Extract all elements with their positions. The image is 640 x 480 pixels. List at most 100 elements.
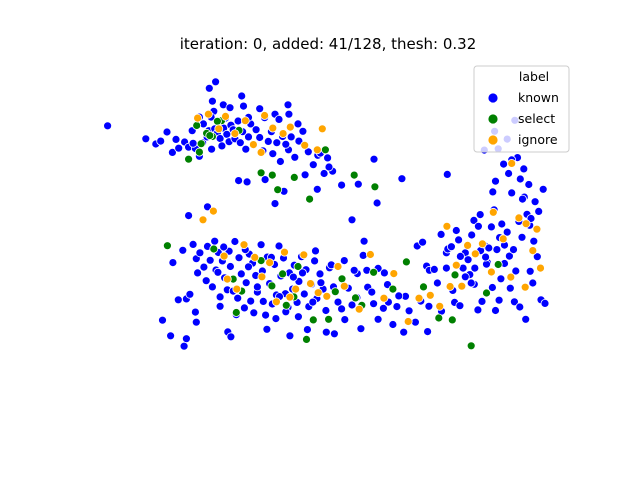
point-known bbox=[286, 132, 296, 142]
point-known bbox=[293, 119, 303, 129]
point-ignore bbox=[532, 224, 542, 234]
point-known bbox=[249, 308, 259, 318]
point-known bbox=[510, 297, 519, 307]
point-ignore bbox=[256, 147, 266, 157]
point-select bbox=[419, 282, 428, 292]
point-select bbox=[281, 300, 291, 310]
point-known bbox=[241, 278, 251, 288]
point-known bbox=[205, 255, 215, 265]
point-ignore bbox=[239, 240, 249, 250]
point-known bbox=[181, 334, 191, 344]
point-known bbox=[319, 169, 329, 178]
point-ignore bbox=[300, 140, 310, 150]
point-known bbox=[347, 300, 357, 310]
point-known bbox=[263, 136, 273, 146]
point-known bbox=[185, 289, 195, 299]
legend-label-known: known bbox=[518, 90, 559, 105]
point-known bbox=[460, 272, 470, 282]
point-known bbox=[274, 115, 284, 124]
point-ignore bbox=[271, 297, 281, 307]
point-known bbox=[293, 312, 303, 322]
legend-label-ignore: ignore bbox=[518, 132, 558, 147]
point-known bbox=[367, 287, 377, 297]
point-known bbox=[239, 303, 249, 313]
point-select bbox=[231, 308, 241, 317]
point-ignore bbox=[248, 140, 258, 150]
point-known bbox=[312, 184, 322, 194]
point-known bbox=[234, 176, 244, 186]
legend: label known select ignore bbox=[473, 65, 570, 153]
point-known bbox=[275, 157, 285, 166]
point-known bbox=[323, 153, 333, 163]
point-known bbox=[442, 169, 452, 179]
point-ignore bbox=[379, 293, 389, 303]
point-select bbox=[308, 315, 318, 325]
point-known bbox=[141, 134, 151, 144]
point-ignore bbox=[280, 247, 289, 257]
point-known bbox=[515, 174, 525, 184]
point-known bbox=[379, 268, 389, 278]
point-known bbox=[236, 269, 246, 279]
point-known bbox=[188, 138, 198, 148]
point-known bbox=[359, 236, 369, 246]
point-known bbox=[213, 267, 223, 277]
point-ignore bbox=[312, 145, 322, 155]
point-known bbox=[337, 304, 347, 314]
point-known bbox=[518, 194, 527, 204]
point-ignore bbox=[260, 111, 270, 120]
point-select bbox=[337, 274, 347, 284]
point-known bbox=[193, 268, 203, 278]
point-known bbox=[511, 266, 521, 276]
point-ignore bbox=[498, 234, 508, 244]
point-known bbox=[255, 104, 265, 114]
point-ignore bbox=[457, 281, 467, 291]
point-known bbox=[256, 240, 266, 250]
point-select bbox=[388, 284, 398, 294]
point-known bbox=[491, 306, 500, 315]
point-known bbox=[436, 229, 446, 239]
point-known bbox=[504, 251, 514, 261]
point-select bbox=[447, 315, 457, 325]
point-known bbox=[215, 301, 225, 311]
point-known bbox=[373, 314, 383, 324]
point-select bbox=[330, 287, 340, 297]
point-known bbox=[178, 245, 188, 255]
point-known bbox=[204, 83, 214, 93]
point-known bbox=[285, 331, 295, 341]
point-known bbox=[521, 314, 531, 324]
point-select bbox=[192, 121, 202, 130]
point-known bbox=[241, 144, 251, 154]
point-select bbox=[293, 262, 303, 271]
point-ignore bbox=[339, 281, 349, 291]
point-known bbox=[184, 211, 194, 221]
point-known bbox=[239, 101, 248, 111]
point-known bbox=[158, 315, 167, 325]
point-select bbox=[302, 334, 311, 344]
point-known bbox=[491, 176, 500, 186]
point-ignore bbox=[317, 124, 327, 134]
point-ignore bbox=[278, 129, 288, 139]
point-select bbox=[289, 172, 299, 182]
point-known bbox=[103, 121, 112, 131]
point-known bbox=[347, 215, 357, 225]
point-known bbox=[496, 274, 506, 284]
point-known bbox=[333, 297, 343, 307]
point-ignore bbox=[313, 288, 323, 298]
point-known bbox=[274, 241, 284, 251]
point-known bbox=[467, 230, 477, 240]
point-known bbox=[271, 314, 281, 324]
point-select bbox=[278, 269, 288, 279]
point-known bbox=[484, 243, 494, 253]
point-known bbox=[441, 263, 451, 273]
point-known bbox=[446, 242, 456, 252]
point-select bbox=[162, 241, 172, 251]
point-known bbox=[324, 162, 334, 172]
point-select bbox=[351, 293, 360, 303]
point-known bbox=[530, 197, 540, 207]
point-ignore bbox=[232, 284, 242, 294]
point-known bbox=[339, 256, 349, 266]
point-ignore bbox=[477, 239, 487, 249]
point-known bbox=[356, 324, 366, 334]
point-known bbox=[463, 255, 473, 265]
point-ignore bbox=[257, 272, 267, 282]
